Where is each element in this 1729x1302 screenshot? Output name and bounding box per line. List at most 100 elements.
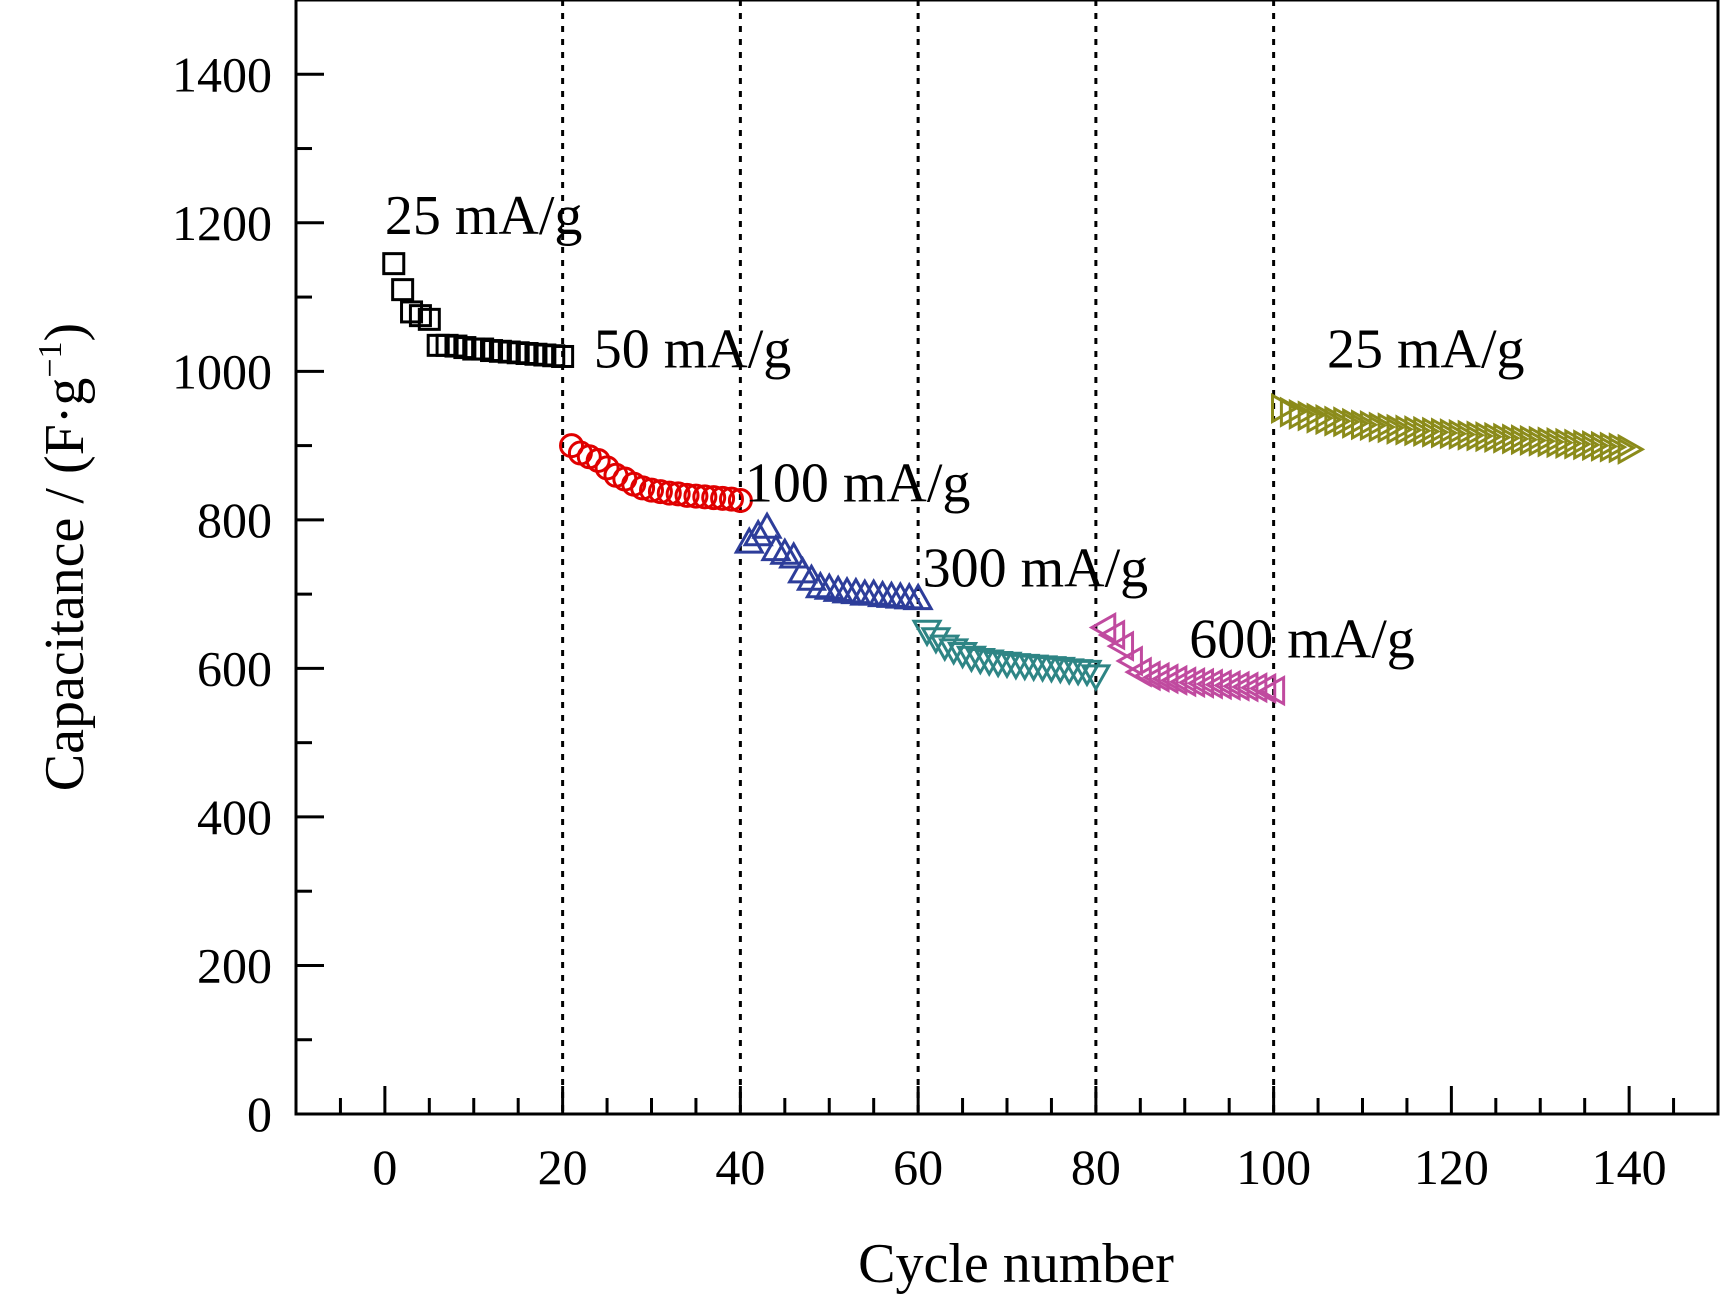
- data-point: [391, 278, 415, 302]
- data-point: [1475, 421, 1503, 453]
- data-point: [1333, 406, 1361, 438]
- data-point: [1564, 428, 1592, 460]
- x-axis-title: Cycle number: [858, 1233, 1174, 1295]
- series-2: [559, 433, 753, 514]
- y-axis-title-close: ): [34, 323, 96, 342]
- rate-divider-lines: [561, 0, 1276, 1114]
- data-point: [1537, 426, 1566, 458]
- data-point: [1404, 415, 1432, 447]
- rate-label: 600 mA/g: [1189, 608, 1415, 670]
- rate-label: 100 mA/g: [745, 452, 971, 514]
- x-tick-label: 80: [1071, 1139, 1121, 1195]
- y-tick-label: 200: [197, 937, 272, 993]
- data-point: [1324, 405, 1352, 437]
- y-axis-title-superscript: −1: [32, 341, 69, 377]
- y-tick-label: 0: [247, 1086, 272, 1142]
- y-tick-label: 400: [197, 789, 272, 845]
- y-tick-label: 800: [197, 492, 272, 548]
- data-point: [760, 533, 792, 562]
- rate-label: 25 mA/g: [1327, 319, 1525, 381]
- data-point: [710, 485, 736, 511]
- data-point: [639, 477, 664, 503]
- y-tick-label: 1200: [172, 195, 272, 251]
- y-tick-label: 1000: [172, 343, 272, 399]
- data-point: [1115, 645, 1143, 677]
- data-point: [665, 481, 691, 507]
- data-point: [1359, 409, 1388, 442]
- data-point: [551, 344, 575, 368]
- data-point: [1368, 411, 1397, 443]
- data-point: [727, 488, 753, 514]
- y-tick-label: 600: [197, 640, 272, 696]
- data-point: [1617, 433, 1646, 465]
- data-point: [751, 511, 783, 539]
- y-axis-title-main: Capacitance / (F·g: [34, 378, 96, 792]
- data-point: [382, 252, 406, 276]
- x-tick-label: 40: [715, 1139, 765, 1195]
- data-point: [1413, 415, 1441, 448]
- data-point: [1315, 404, 1343, 436]
- data-point: [692, 484, 718, 510]
- data-point: [742, 518, 774, 547]
- data-point: [1097, 619, 1126, 651]
- data-point: [1457, 419, 1486, 451]
- x-tick-label: 120: [1414, 1139, 1489, 1195]
- rate-label: 50 mA/g: [594, 319, 792, 381]
- data-point: [1422, 416, 1450, 448]
- data-point: [1599, 431, 1628, 463]
- data-point: [1106, 630, 1135, 662]
- x-tick-label: 60: [893, 1139, 943, 1195]
- data-point: [911, 619, 943, 648]
- data-point: [674, 482, 700, 508]
- data-point: [1573, 429, 1601, 461]
- data-point: [778, 540, 810, 569]
- y-tick-label: 1400: [172, 46, 272, 102]
- data-point: [718, 486, 744, 512]
- data-point: [417, 307, 441, 331]
- data-point: [769, 537, 801, 565]
- data-point: [1448, 418, 1477, 451]
- data-point: [902, 582, 934, 611]
- rate-label: 25 mA/g: [385, 185, 583, 247]
- data-point: [795, 563, 828, 591]
- data-point: [701, 485, 727, 511]
- data-series: [382, 252, 1646, 707]
- data-point: [1306, 402, 1335, 434]
- series-5: [1088, 611, 1286, 707]
- data-point: [1430, 417, 1459, 449]
- data-point: [1279, 396, 1308, 428]
- series-4: [911, 619, 1112, 692]
- data-point: [955, 645, 988, 674]
- series-3: [733, 511, 934, 611]
- data-point: [1439, 418, 1468, 450]
- data-point: [1546, 427, 1575, 459]
- data-point: [1395, 414, 1423, 446]
- axis-ticks: [296, 72, 1676, 1116]
- data-point: [1493, 422, 1521, 454]
- x-tick-label: 140: [1592, 1139, 1667, 1195]
- data-point: [1510, 424, 1539, 456]
- data-point: [1297, 400, 1326, 432]
- data-point: [1342, 407, 1370, 439]
- data-point: [1071, 659, 1103, 688]
- x-tick-label: 20: [538, 1139, 588, 1195]
- data-point: [1257, 675, 1286, 707]
- y-axis-title: Capacitance / (F·g−1): [32, 323, 96, 791]
- data-point: [1484, 421, 1512, 454]
- data-point: [1528, 425, 1557, 457]
- rate-label: 300 mA/g: [923, 538, 1149, 600]
- data-point: [656, 480, 682, 506]
- tick-labels: 0 20 40 60 80 100 120 1400200400600800100012001…: [172, 46, 1667, 1195]
- data-point: [1377, 412, 1406, 444]
- data-point: [1555, 427, 1583, 459]
- data-point: [647, 479, 673, 505]
- data-point: [1351, 409, 1379, 441]
- data-point: [1519, 424, 1548, 456]
- data-point: [1288, 398, 1317, 430]
- data-point: [1080, 664, 1112, 692]
- data-point: [813, 572, 845, 600]
- series-1: [382, 252, 575, 368]
- data-point: [683, 483, 709, 509]
- x-tick-label: 0: [372, 1139, 397, 1195]
